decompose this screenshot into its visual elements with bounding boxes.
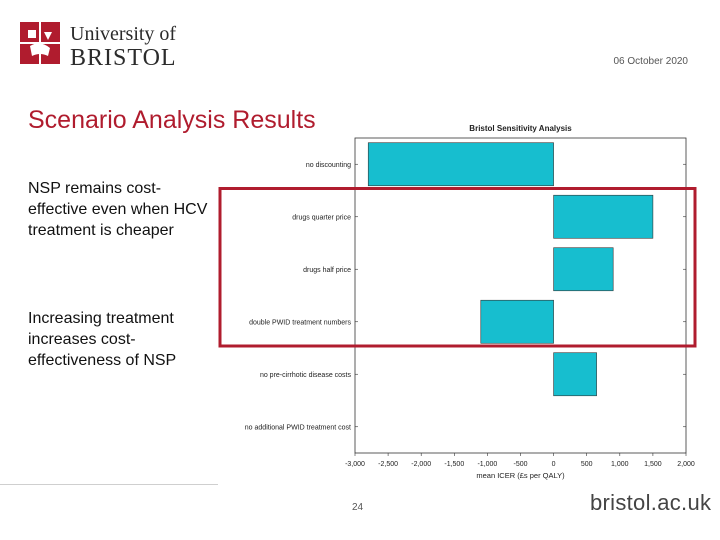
chart-title: Bristol Sensitivity Analysis xyxy=(469,124,572,133)
bar-5 xyxy=(553,352,597,397)
x-tick-label-11: 2,000 xyxy=(677,461,695,468)
highlight-box xyxy=(218,187,697,348)
bar-3 xyxy=(553,247,614,292)
x-tick-label-10: 1,500 xyxy=(644,461,662,468)
logo-line-2: BRISTOL xyxy=(70,45,177,71)
slide-title: Scenario Analysis Results xyxy=(28,106,316,134)
x-tick-label-3: -2,000 xyxy=(411,461,431,468)
x-tick-label-5: -1,000 xyxy=(477,461,497,468)
x-tick-label-6: -500 xyxy=(513,461,527,468)
bar-2 xyxy=(553,194,654,239)
sensitivity-chart: Bristol Sensitivity Analysis no discounti… xyxy=(218,124,697,480)
footer-divider xyxy=(0,484,218,485)
category-label-4: double PWID treatment numbers xyxy=(249,319,351,326)
university-wordmark: University of BRISTOL xyxy=(70,24,177,70)
x-tick-label-4: -1,500 xyxy=(444,461,464,468)
logo-line-1: University of xyxy=(70,23,177,45)
university-logo: University of BRISTOL xyxy=(18,20,178,70)
footer-url: bristol.ac.uk xyxy=(590,490,712,515)
bar-4 xyxy=(480,299,554,344)
category-label-3: drugs half price xyxy=(303,267,351,274)
x-tick-label-1: -3,000 xyxy=(345,461,365,468)
x-tick-label-8: 500 xyxy=(581,461,593,468)
x-tick-label-7: 0 xyxy=(552,461,556,468)
category-label-6: no additional PWID treatment cost xyxy=(245,424,351,431)
page-number: 24 xyxy=(352,502,364,513)
category-label-2: drugs quarter price xyxy=(292,214,351,221)
slide-date: 06 October 2020 xyxy=(613,56,689,67)
x-tick-label-2: -2,500 xyxy=(378,461,398,468)
bullet-text-2: Increasing treatment increases cost-effe… xyxy=(28,310,177,369)
x-tick-label-9: 1,000 xyxy=(611,461,629,468)
x-axis-label: mean ICER (£s per QALY) xyxy=(476,471,565,480)
category-label-5: no pre-cirrhotic disease costs xyxy=(260,372,352,379)
bullet-text-1: NSP remains cost-effective even when HCV… xyxy=(28,180,208,239)
bar-1 xyxy=(367,142,554,187)
category-label-1: no discounting xyxy=(306,162,351,169)
university-crest-icon xyxy=(20,22,60,64)
